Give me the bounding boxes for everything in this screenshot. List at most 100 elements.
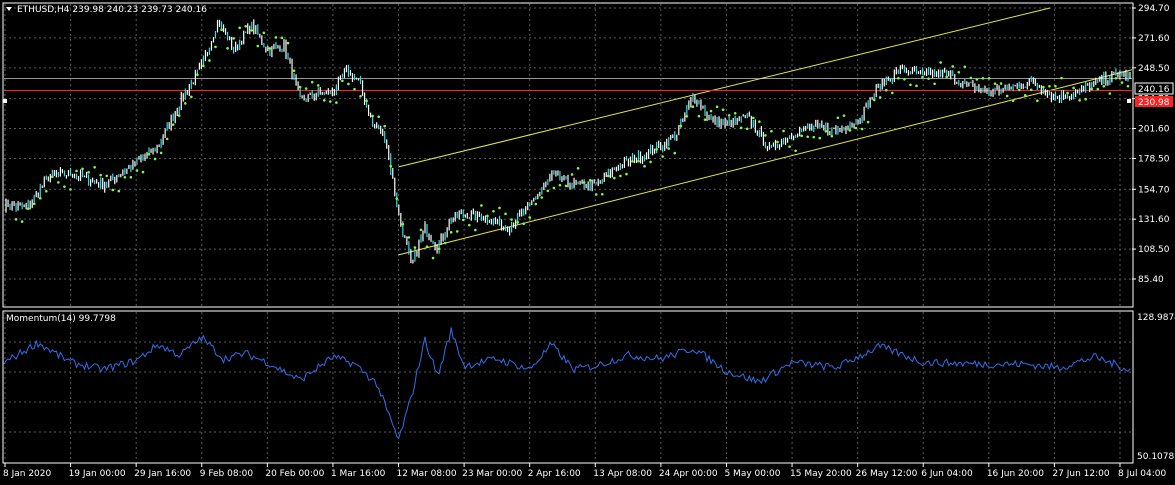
sar-dot	[558, 183, 562, 187]
sar-dot	[909, 83, 912, 87]
price-axis-label: 131.60	[1138, 215, 1170, 225]
sar-dot	[329, 100, 332, 103]
sar-dot	[244, 24, 248, 28]
sar-dot	[474, 228, 477, 232]
sar-dot	[522, 222, 525, 226]
sar-dot	[280, 36, 284, 40]
price-axis-label: 154.70	[1138, 185, 1170, 195]
sar-dot	[353, 87, 356, 91]
sar-dot	[637, 159, 640, 163]
sar-dot	[1023, 94, 1027, 97]
parabolic-sar	[14, 24, 1130, 260]
sar-dot	[540, 196, 544, 199]
sar-dot	[510, 218, 513, 221]
sar-dot	[268, 47, 272, 50]
sar-dot	[93, 166, 96, 169]
time-axis[interactable]: 8 Jan 2020 19 Jan 00:00 29 Jan 16:00 9 Feb …	[3, 463, 1167, 479]
time-axis-label: 23 Mar 00:00	[462, 469, 522, 479]
sar-dot	[250, 29, 254, 32]
sar-dot	[878, 96, 882, 99]
sar-dot	[1066, 91, 1069, 95]
sar-dot	[1042, 85, 1045, 89]
channel-upper-line	[398, 7, 1051, 168]
level-line-handle-right[interactable]	[1127, 99, 1131, 103]
momentum-series-line	[3, 327, 1131, 439]
sar-dot	[824, 129, 828, 133]
sar-dot	[897, 76, 900, 80]
momentum-axis-top-label: 128.9874	[1137, 313, 1175, 323]
time-axis-label: 19 Jan 00:00	[69, 469, 126, 479]
sar-dot	[1090, 87, 1094, 91]
sar-dot	[20, 220, 24, 223]
sar-dot	[449, 231, 453, 234]
time-axis-label: 20 Feb 00:00	[265, 469, 324, 479]
sar-dot	[87, 171, 90, 174]
time-axis-label: 2 Apr 16:00	[528, 469, 581, 479]
sar-dot	[298, 85, 302, 89]
sar-dot	[310, 80, 314, 84]
sar-dot	[480, 204, 483, 207]
price-axis-label: 294.70	[1138, 4, 1170, 14]
symbol-dropdown-icon[interactable]	[6, 7, 12, 11]
sar-dot	[1029, 88, 1033, 92]
sar-dot	[220, 28, 223, 31]
sar-dot	[322, 99, 326, 102]
sar-dot	[347, 82, 350, 86]
sar-dot	[123, 175, 127, 179]
sar-dot	[63, 185, 66, 188]
sar-dot	[226, 47, 229, 50]
sar-dot	[625, 172, 628, 176]
sar-dot	[691, 105, 695, 109]
sar-dot	[546, 189, 550, 193]
price-panel[interactable]	[4, 7, 1133, 264]
time-axis-label: 13 Apr 08:00	[593, 469, 652, 479]
sar-dot	[987, 76, 991, 80]
sar-dot	[975, 78, 979, 81]
sar-dot	[649, 160, 652, 164]
sar-dot	[697, 114, 701, 118]
sar-dot	[842, 114, 846, 117]
time-axis-label: 29 Jan 16:00	[134, 469, 191, 479]
sar-dot	[758, 120, 761, 123]
sar-dot	[1108, 92, 1112, 95]
sar-dot	[606, 174, 610, 178]
sar-dot	[202, 64, 205, 68]
time-axis-label: 27 Jun 12:00	[1052, 469, 1109, 479]
sar-dot	[685, 115, 689, 118]
momentum-panel[interactable]	[3, 327, 1131, 439]
level-price-tag	[1135, 96, 1173, 107]
sar-dot	[582, 181, 586, 184]
sar-dot	[1096, 87, 1100, 91]
sar-dot	[1120, 81, 1124, 84]
momentum-axis-bottom-label: 50.1078	[1137, 452, 1174, 462]
sar-dot	[576, 167, 580, 170]
sar-dot	[963, 65, 967, 69]
sar-dot	[159, 151, 163, 155]
sar-dot	[81, 167, 84, 171]
sar-dot	[570, 173, 574, 176]
sar-dot	[619, 174, 622, 178]
sar-dot	[836, 116, 840, 120]
sar-dot	[981, 76, 985, 80]
level-line-handle-left[interactable]	[3, 99, 7, 103]
sar-dot	[214, 45, 217, 49]
sar-dot	[933, 82, 936, 86]
price-channel[interactable]	[398, 7, 1133, 256]
sar-dot	[51, 175, 54, 179]
sar-dot	[613, 176, 616, 180]
price-axis-label: 201.60	[1138, 125, 1170, 135]
price-axis-label: 271.60	[1138, 34, 1170, 44]
sar-dot	[1017, 88, 1021, 92]
sar-dot	[528, 216, 532, 219]
sar-dot	[292, 69, 296, 73]
sar-dot	[413, 246, 417, 249]
sar-dot	[667, 147, 671, 150]
sar-dot	[498, 206, 501, 210]
sar-dot	[673, 151, 677, 155]
sar-dot	[14, 218, 18, 221]
sar-dot	[782, 129, 785, 133]
price-axis-label: 178.50	[1138, 154, 1170, 164]
sar-dot	[371, 114, 374, 118]
